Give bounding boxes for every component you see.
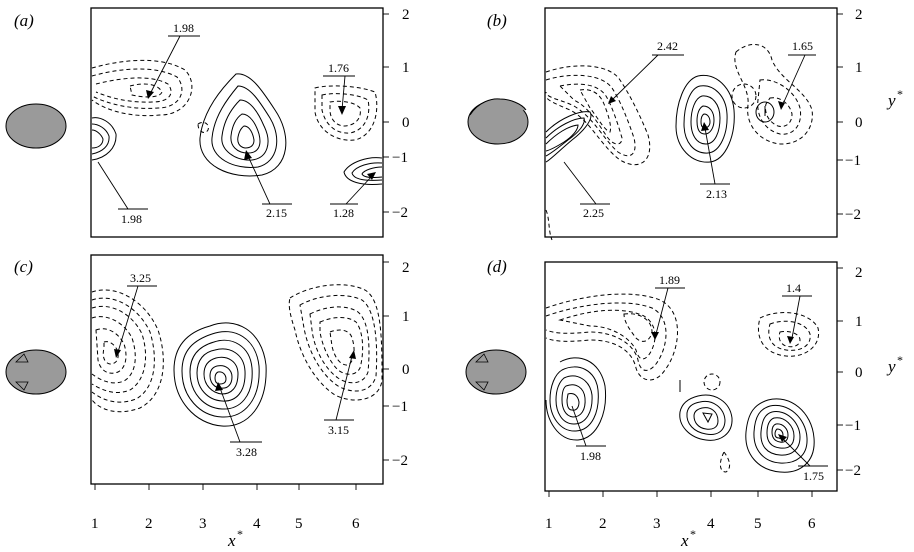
c-xtick-3: 3 [199, 516, 207, 532]
panel-d-positive-contours [545, 357, 815, 473]
panel-a-frame [90, 7, 384, 238]
c-x-axis-label-star: * [237, 527, 243, 541]
c-ytick-0: 0 [402, 362, 410, 378]
annotation-a-4: 1.98 [121, 212, 142, 226]
panel-d-label: (d) [487, 257, 507, 276]
panel-c-frame [90, 254, 384, 485]
panel-a-negative-contours [91, 59, 378, 141]
d-xtick-6: 6 [808, 516, 816, 532]
d-ytick-0: 0 [855, 365, 863, 381]
a-ytick-m2: −2 [392, 205, 408, 221]
annotation-d-3: 1.98 [580, 449, 601, 463]
panel-c-negative-contours [91, 284, 383, 413]
panel-a-y-axis: 2 1 0 −1 −2 [383, 7, 410, 221]
panel-b: (b) 2.42 [467, 7, 903, 241]
panel-c-annotations: 3.25 3.28 3.15 [114, 271, 356, 459]
panel-d-y-axis: 2 1 0 −1 −2 y * [837, 265, 903, 479]
c-ytick-1: 1 [402, 309, 410, 325]
panel-c-x-axis: 1 2 3 4 5 6 x * [91, 484, 360, 550]
d-ytick-m2: −2 [845, 463, 861, 479]
b-ytick-2: 2 [855, 7, 863, 23]
d-ytick-m1: −1 [845, 418, 861, 434]
annotation-c-2: 3.28 [236, 445, 257, 459]
panel-d-x-axis: 1 2 3 4 5 6 x * [545, 491, 816, 550]
d-xtick-3: 3 [653, 516, 661, 532]
a-ytick-2: 2 [402, 7, 410, 23]
c-ytick-m1: −1 [392, 399, 408, 415]
panel-b-negative-contours [545, 44, 813, 241]
b-y-axis-label: y [886, 91, 896, 110]
c-ytick-m2: −2 [392, 453, 408, 469]
panel-b-positive-contours [545, 74, 775, 163]
d-xtick-2: 2 [599, 516, 607, 532]
d-ytick-1: 1 [855, 314, 863, 330]
panel-d-annotations: 1.89 1.4 1.98 1.75 [571, 273, 828, 483]
c-xtick-4: 4 [253, 516, 261, 532]
c-xtick-2: 2 [145, 516, 153, 532]
c-xtick-5: 5 [295, 516, 303, 532]
a-ytick-m1: −1 [392, 150, 408, 166]
panel-b-annotations: 2.42 1.65 2.25 2.13 [563, 39, 816, 220]
d-x-axis-label-star: * [690, 527, 696, 541]
panel-c-label: (c) [14, 257, 33, 276]
c-xtick-6: 6 [352, 516, 360, 532]
annotation-a-2: 1.76 [328, 61, 349, 75]
panel-c: (c) 3.25 [5, 254, 410, 550]
d-y-axis-label-star: * [897, 353, 903, 367]
annotation-d-1: 1.89 [659, 273, 680, 287]
d-x-axis-label: x [680, 531, 689, 550]
panel-c-positive-contours [173, 322, 267, 427]
b-ytick-m2: −2 [845, 207, 861, 223]
a-ytick-0: 0 [402, 115, 410, 131]
annotation-a-1: 1.98 [173, 21, 194, 35]
annotation-b-2: 1.65 [792, 39, 813, 53]
body-shape-d [465, 349, 527, 395]
panel-d-frame [544, 261, 838, 492]
c-ytick-2: 2 [402, 260, 410, 276]
panel-b-y-axis: 2 1 0 −1 −2 y * [837, 7, 903, 223]
d-xtick-4: 4 [707, 516, 715, 532]
body-shape-c [5, 349, 67, 395]
body-shape-a [5, 103, 67, 149]
annotation-b-1: 2.42 [657, 39, 678, 53]
panel-a: (a) [5, 7, 410, 238]
c-xtick-1: 1 [91, 516, 99, 532]
panel-b-frame [544, 7, 838, 238]
annotation-b-3: 2.25 [583, 206, 604, 220]
annotation-b-4: 2.13 [706, 187, 727, 201]
annotation-a-3: 2.15 [266, 206, 287, 220]
annotation-c-3: 3.15 [328, 423, 349, 437]
b-ytick-m1: −1 [845, 153, 861, 169]
d-xtick-5: 5 [754, 516, 762, 532]
b-y-axis-label-star: * [897, 87, 903, 101]
panel-a-positive-contours [91, 73, 383, 185]
d-y-axis-label: y [886, 357, 896, 376]
panel-c-y-axis: 2 1 0 −1 −2 [383, 260, 410, 469]
panel-d-negative-contours [545, 293, 820, 473]
annotation-c-1: 3.25 [130, 271, 151, 285]
c-x-axis-label: x [227, 531, 236, 550]
panel-a-annotations: 1.98 1.76 2.15 1.98 1.28 [97, 21, 376, 226]
annotation-a-5: 1.28 [333, 206, 354, 220]
a-ytick-1: 1 [402, 60, 410, 76]
panel-b-label: (b) [487, 11, 507, 30]
panel-d: (d) [465, 257, 903, 550]
b-ytick-1: 1 [855, 60, 863, 76]
panel-a-label: (a) [14, 11, 34, 30]
annotation-d-2: 1.4 [786, 281, 801, 295]
annotation-d-4: 1.75 [803, 469, 824, 483]
d-ytick-2: 2 [855, 265, 863, 281]
d-xtick-1: 1 [545, 516, 553, 532]
b-ytick-0: 0 [855, 115, 863, 131]
